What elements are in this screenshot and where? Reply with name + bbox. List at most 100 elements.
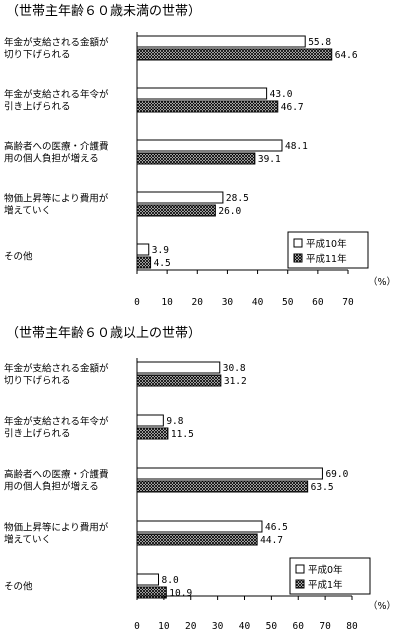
bar-series-2 (136, 256, 152, 269)
value-label: 69.0 (325, 469, 348, 480)
category-label: 増えていく (4, 534, 51, 546)
value-label: 43.0 (270, 89, 293, 100)
chart-title: （世帯主年齢６０歳未満の世帯） (6, 4, 201, 19)
category-labels: 年金が支給される金額が切り下げられる年金が支給される年令が引き上げられる高齢者へ… (4, 363, 109, 593)
bar-series-2 (136, 48, 333, 61)
x-tick-label: 70 (342, 297, 354, 308)
bars (136, 361, 323, 599)
bars (136, 35, 333, 269)
x-tick-label: 10 (161, 297, 173, 308)
legend-swatch (295, 564, 305, 574)
value-labels: 55.8 64.6 43.0 46.7 48.1 39.1 28.5 26.0 3.9 4.5 (152, 37, 358, 269)
value-label: 8.0 (162, 575, 179, 586)
value-label: 26.0 (218, 206, 241, 217)
value-label: 10.9 (169, 588, 192, 599)
category-labels: 年金が支給される金額が切り下げられる年金が支給される年令が引き上げられる高齢者へ… (4, 37, 109, 263)
legend-label: 平成11年 (306, 253, 347, 265)
bar-series-1 (136, 361, 221, 374)
category-label: 物価上昇等により費用が (4, 193, 109, 205)
x-tick-label: 60 (312, 297, 324, 308)
category-label: 用の個人負担が増える (4, 153, 99, 165)
x-tick-label: 60 (293, 621, 305, 632)
value-label: 63.5 (311, 482, 334, 493)
category-label: 用の個人負担が増える (4, 481, 99, 493)
chart-panel-under-60: （世帯主年齢６０歳未満の世帯） 年金が支給される金額が切り下げられる年金が支給さ… (4, 4, 396, 308)
value-label: 11.5 (171, 429, 194, 440)
x-tick-label: 0 (134, 297, 140, 308)
legend-label: 平成1年 (308, 579, 343, 591)
category-label: その他 (4, 251, 33, 263)
x-tick-labels: 0 10 20 30 40 50 60 70 80 (134, 621, 358, 632)
bar-series-1 (136, 87, 268, 100)
value-label: 28.5 (226, 193, 249, 204)
bar-series-2 (136, 204, 216, 217)
x-tick-label: 30 (222, 297, 234, 308)
x-axis (136, 32, 349, 274)
category-label: 引き上げられる (4, 102, 71, 113)
bar-series-1 (136, 139, 283, 152)
category-label: 年金が支給される金額が (4, 363, 109, 375)
category-label: 高齢者への医療・介護費 (4, 141, 109, 153)
bar-series-1 (136, 191, 224, 204)
x-tick-label: 30 (212, 621, 224, 632)
value-label: 39.1 (258, 154, 281, 165)
x-axis (136, 358, 353, 600)
value-label: 64.6 (335, 50, 358, 61)
value-label: 31.2 (224, 376, 247, 387)
x-tick-label: 80 (346, 621, 358, 632)
legend-swatch (293, 238, 303, 248)
bar-series-2 (136, 427, 169, 440)
value-label: 3.9 (152, 245, 169, 256)
bar-series-1 (136, 467, 323, 480)
x-tick-label: 20 (192, 297, 204, 308)
category-label: 高齢者への医療・介護費 (4, 469, 109, 481)
category-label: 切り下げられる (4, 50, 71, 61)
bar-series-2 (136, 533, 258, 546)
chart-title: （世帯主年齢６０歳以上の世帯） (6, 326, 201, 341)
bar-series-1 (136, 243, 150, 256)
x-tick-label: 20 (185, 621, 197, 632)
bar-series-1 (136, 520, 263, 533)
x-tick-label: 70 (319, 621, 331, 632)
category-label: 年金が支給される金額が (4, 37, 109, 49)
bar-series-1 (136, 35, 306, 48)
value-label: 46.7 (281, 102, 304, 113)
x-tick-label: 0 (134, 621, 140, 632)
value-label: 46.5 (265, 522, 288, 533)
bar-series-1 (136, 414, 164, 427)
legend-label: 平成0年 (308, 564, 343, 576)
value-labels: 30.8 31.2 9.8 11.5 69.0 63.5 46.5 44.7 8.0 10.9 (162, 363, 349, 599)
value-label: 48.1 (285, 141, 308, 152)
x-tick-label: 40 (239, 621, 251, 632)
legend-swatch (295, 579, 305, 589)
bar-series-2 (136, 480, 309, 493)
bar-series-2 (136, 152, 256, 165)
chart-panel-60-plus: （世帯主年齢６０歳以上の世帯） 年金が支給される金額が切り下げられる年金が支給さ… (4, 326, 396, 632)
unit-label: （%） (368, 276, 396, 288)
x-tick-label: 10 (158, 621, 170, 632)
value-label: 9.8 (166, 416, 183, 427)
x-tick-label: 50 (266, 621, 278, 632)
bar-series-1 (136, 573, 159, 586)
category-label: 切り下げられる (4, 376, 71, 387)
bar-series-2 (136, 100, 279, 113)
legend-swatch (293, 253, 303, 263)
category-label: 年金が支給される年令が (4, 89, 109, 101)
value-label: 4.5 (154, 258, 171, 269)
x-tick-label: 50 (282, 297, 294, 308)
category-label: その他 (4, 581, 33, 593)
unit-label: （%） (368, 600, 396, 612)
bar-series-2 (136, 374, 222, 387)
category-label: 物価上昇等により費用が (4, 522, 109, 534)
value-label: 30.8 (223, 363, 246, 374)
value-label: 44.7 (260, 535, 283, 546)
x-tick-labels: 0 10 20 30 40 50 60 70 (134, 297, 354, 308)
value-label: 55.8 (308, 37, 331, 48)
category-label: 年金が支給される年令が (4, 416, 109, 428)
category-label: 増えていく (4, 205, 51, 217)
x-tick-label: 40 (252, 297, 264, 308)
legend-label: 平成10年 (306, 238, 347, 250)
category-label: 引き上げられる (4, 429, 71, 440)
